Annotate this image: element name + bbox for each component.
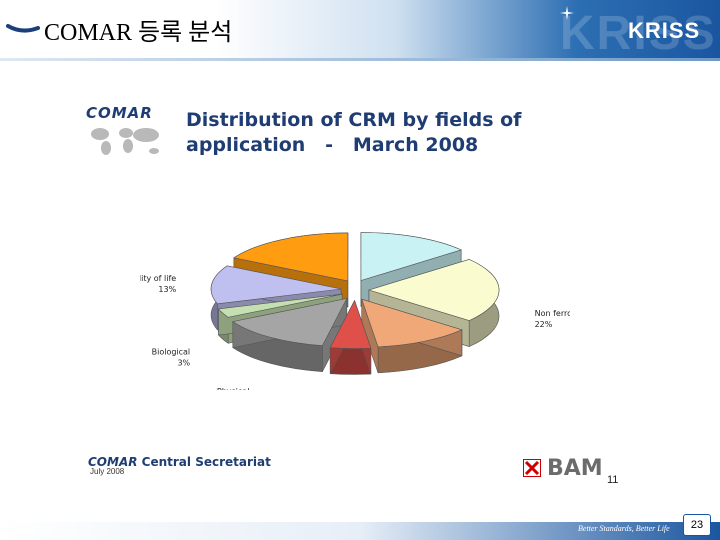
pie-slice-inorganic	[361, 298, 463, 374]
pie-label-physical: Physical	[217, 387, 250, 390]
chart-title-line1: Distribution of CRM by fields of	[186, 109, 522, 131]
bam-text: BAM	[547, 456, 603, 481]
pie-label-quality-of-life: Quality of life	[140, 274, 176, 283]
comar-logo: COMAR	[86, 104, 166, 155]
footer-date: July 2008	[90, 467, 125, 476]
star-icon	[560, 6, 574, 20]
footer-secretariat: COMAR Central Secretariat	[88, 455, 271, 469]
bam-cross-icon	[523, 459, 541, 477]
pie-label-biological: Biological	[152, 347, 191, 356]
comar-logo-text: COMAR	[86, 104, 153, 122]
pie-value-biological: 3%	[177, 358, 190, 367]
header-divider	[0, 58, 720, 61]
tagline: Better Standards, Better Life	[578, 524, 670, 533]
chart-title-line2: application - March 2008	[186, 134, 479, 156]
chart-title: Distribution of CRM by fields of applica…	[186, 108, 521, 158]
world-map-icon	[91, 128, 159, 155]
kriss-logo: KRISS	[628, 18, 701, 43]
pie-label-non-ferrous: Non ferrous	[535, 309, 570, 318]
pie-value-quality-of-life: 13%	[158, 285, 176, 294]
kriss-watermark: KRISS	[560, 7, 717, 60]
pie-chart: Ferrous14%Non ferrous22%Inorganic12%Orga…	[140, 232, 570, 390]
footer-bar	[0, 522, 720, 540]
pie-slice-organic	[329, 299, 372, 375]
header-bar	[0, 0, 720, 58]
footer-secretariat-text: Central Secretariat	[137, 455, 271, 469]
slide-number: 11	[607, 474, 619, 486]
pie-slice-physical	[232, 298, 348, 372]
pie-value-non-ferrous: 22%	[535, 320, 553, 329]
page-title: COMAR 등록 분석	[44, 20, 233, 46]
header-swoosh-icon	[6, 24, 40, 33]
footer-comar: COMAR	[88, 455, 138, 469]
page-number: 23	[683, 514, 711, 536]
